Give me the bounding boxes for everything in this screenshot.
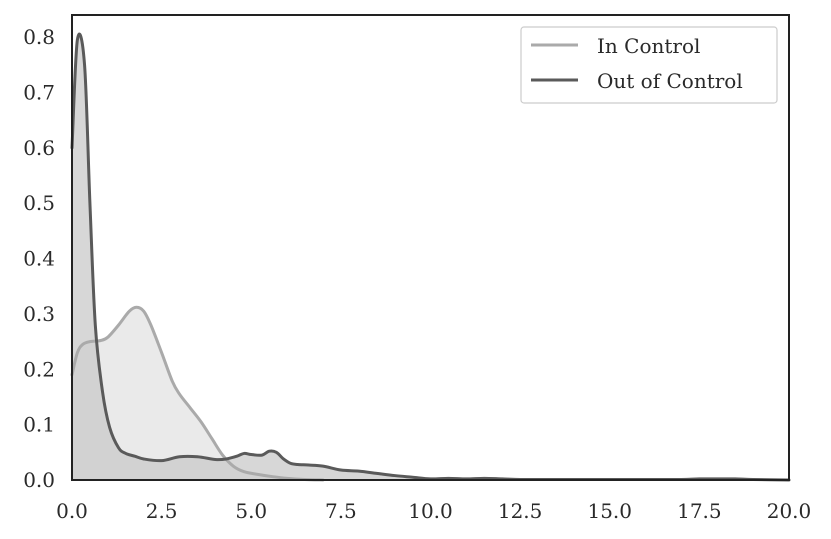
y-tick-label: 0.8 xyxy=(23,25,55,49)
area-fills-layer xyxy=(72,34,789,480)
x-tick-label: 0.0 xyxy=(56,499,88,523)
x-tick-label: 20.0 xyxy=(767,499,812,523)
area-fill-in-control xyxy=(72,307,323,480)
x-tick-label: 5.0 xyxy=(235,499,267,523)
y-tick-label: 0.6 xyxy=(23,136,55,160)
x-tick-labels: 0.0 2.5 5.0 7.5 10.0 12.5 15.0 17.5 20.0 xyxy=(56,499,811,523)
y-tick-label: 0.7 xyxy=(23,81,55,105)
y-tick-labels: 0.0 0.1 0.2 0.3 0.4 0.5 0.6 0.7 0.8 xyxy=(23,25,55,492)
x-tick-label: 12.5 xyxy=(498,499,543,523)
legend-label-out-of-control: Out of Control xyxy=(597,69,743,93)
y-tick-label: 0.2 xyxy=(23,357,55,381)
x-tick-label: 17.5 xyxy=(677,499,722,523)
x-tick-label: 10.0 xyxy=(408,499,453,523)
legend-label-in-control: In Control xyxy=(597,34,700,58)
legend: In Control Out of Control xyxy=(520,26,778,104)
y-tick-label: 0.4 xyxy=(23,247,55,271)
plot-frame xyxy=(71,14,790,481)
legend-box xyxy=(520,26,778,104)
series-line-in-control xyxy=(70,305,325,482)
y-tick-label: 0.0 xyxy=(23,468,55,492)
y-tick-label: 0.5 xyxy=(23,191,55,215)
x-tick-label: 15.0 xyxy=(587,499,632,523)
x-tick-label: 2.5 xyxy=(146,499,178,523)
x-tick-label: 7.5 xyxy=(325,499,357,523)
y-tick-label: 0.1 xyxy=(23,413,55,437)
y-tick-label: 0.3 xyxy=(23,302,55,326)
